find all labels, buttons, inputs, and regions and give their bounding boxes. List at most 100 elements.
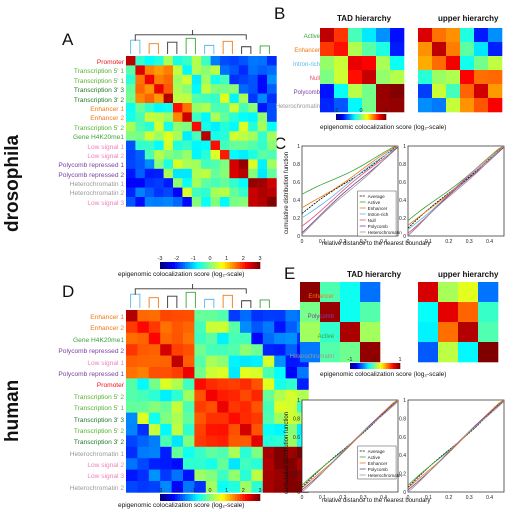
colorbar-b-segment [358, 114, 361, 120]
heatmap-a-cell [126, 93, 136, 104]
colorbar-d-segment [222, 494, 226, 501]
heatmap-a-cell [267, 121, 277, 132]
dendrogram-d-trunk [134, 288, 247, 295]
heatmap-b-right-cell [474, 42, 489, 57]
colorbar-e-label: epigenomic colocalization score (log₂-sc… [320, 371, 447, 378]
cdf-c-right-series [407, 145, 505, 237]
heatmap-b-right-cell [418, 42, 433, 57]
colorbar-e-segment [380, 363, 382, 369]
heatmap-b-left-cell [376, 56, 391, 71]
colorbar-b-segment [348, 114, 351, 120]
cdf-c-left-legend-label: Intron-rich [368, 212, 389, 217]
heatmap-d-cell [240, 332, 252, 345]
colorbar-a-segment [222, 262, 226, 269]
cdf-f-left-legend-label: Average [368, 449, 385, 454]
heatmap-a-cell [201, 84, 211, 94]
colorbar-e-segment [373, 363, 376, 369]
cdf-f-left-xtick: 0.4 [380, 495, 387, 501]
colorbar-e-segment [388, 363, 391, 369]
colorbar-a-segment [197, 262, 201, 269]
cdf-f-left-xtick: 0 [301, 495, 304, 501]
heatmap-d-cell [171, 469, 184, 482]
heatmap-a-cell [144, 150, 155, 160]
heatmap-a-cell [126, 168, 136, 179]
heatmap-a-cell [267, 93, 277, 104]
heatmap-a-cell [210, 121, 221, 132]
colorbar-b-segment [346, 114, 348, 120]
colorbar-b-segment [378, 114, 381, 120]
heatmap-d-cell [274, 310, 286, 322]
cdf-c-left-legend-label: Active [368, 200, 381, 205]
heatmap-d-cell [240, 412, 252, 425]
colorbar-a-segment [167, 262, 171, 269]
heatmap-d-cell [262, 412, 275, 425]
heatmap-a-cell [267, 84, 277, 94]
heatmap-a-cell [154, 159, 164, 170]
heatmap-a-cell [201, 56, 211, 66]
heatmap-a-cell [135, 187, 146, 198]
heatmap-a-cell [229, 131, 240, 141]
row-label: Transcription 5' 1 [73, 68, 124, 76]
heatmap-d-cell [251, 344, 264, 356]
heatmap-a-cell [267, 187, 277, 198]
heatmap-a-cell [135, 74, 146, 85]
heatmap-a-cell [173, 131, 183, 141]
heatmap-d-cell [183, 344, 195, 356]
heatmap-d-cell [262, 355, 275, 368]
heatmap-d-cell [205, 435, 218, 448]
heatmap-a-cell [144, 168, 155, 179]
heatmap-a-cell [173, 197, 183, 207]
heatmap-d-cell [137, 344, 150, 356]
heatmap-a-cell [126, 84, 136, 94]
cdf-c-right-ytick: 0.6 [399, 180, 406, 186]
heatmap-d-cell [160, 310, 172, 322]
heatmap-b-right-cell [446, 42, 461, 57]
heatmap-a-cell [182, 84, 193, 94]
heatmap-a-cell [163, 112, 174, 123]
colorbar-a-segment [237, 262, 241, 269]
heatmap-d-cell [217, 332, 229, 345]
heatmap-d-cell [228, 424, 241, 436]
cdf-f-left-series [301, 399, 399, 489]
colorbar-d-segment [200, 494, 203, 501]
heatmap-d-cell [126, 435, 138, 448]
heatmap-a-cell [135, 150, 146, 160]
heatmap-a-cell [173, 112, 183, 123]
heatmap-d-cell [171, 344, 184, 356]
heatmap-d-cell [148, 469, 161, 482]
heatmap-a-cell [267, 112, 277, 123]
heatmap-a-cell [229, 159, 240, 170]
colorbar-d-segment [227, 494, 231, 501]
colorbar-e-segment [367, 363, 370, 369]
heatmap-b-right-cell [474, 28, 489, 43]
heatmap-d-cell [274, 412, 286, 425]
heatmap-d-cell [148, 378, 161, 391]
heatmap-e-right-cell [418, 342, 439, 363]
row-label: Heterochromatin 2 [69, 190, 124, 198]
heatmap-d-cell [171, 321, 184, 334]
heatmap-b-left-cell [390, 56, 405, 71]
heatmap-e-left-cell [360, 282, 381, 303]
cdf-f-right-ytick: 0.2 [399, 472, 406, 478]
colorbar-b-segment [344, 114, 347, 120]
panel-letter-a: A [62, 30, 74, 49]
heatmap-a-cell [229, 140, 240, 151]
heatmap-a-cell [257, 121, 268, 132]
heatmap-a-cell [126, 121, 136, 132]
heatmap-a-cell [135, 131, 146, 141]
colorbar-b-segment [376, 114, 378, 120]
heatmap-a-cell [238, 56, 249, 66]
heatmap-d-cell [183, 481, 195, 493]
heatmap-d-cell [205, 412, 218, 425]
colorbar-e-segment [362, 363, 365, 369]
heatmap-d-cell [160, 469, 172, 482]
heatmap-a-cell [248, 187, 258, 198]
heatmap-a-cell [238, 197, 249, 207]
colorbar-a-tick: -2 [174, 256, 179, 262]
heatmap-a-cell [257, 187, 268, 198]
heatmap-d-cell [171, 458, 184, 470]
heatmap-d-cell [262, 481, 275, 493]
heatmap-b-left-cell [320, 84, 335, 99]
colorbar-b-segment [361, 114, 363, 120]
heatmap-a-cell [257, 84, 268, 94]
